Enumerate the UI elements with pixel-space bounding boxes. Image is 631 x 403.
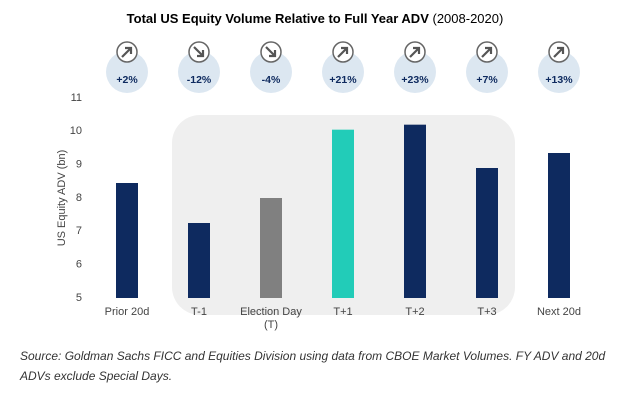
y-tick-label: 10 <box>70 125 82 137</box>
annotation-bubble <box>538 51 580 93</box>
x-tick-label: T+1 <box>333 306 353 318</box>
y-tick-label: 8 <box>76 192 82 204</box>
annotation: +13% <box>545 74 573 86</box>
bar <box>404 124 426 299</box>
chart: Total US Equity Volume Relative to Full … <box>56 11 580 315</box>
bar <box>476 168 498 298</box>
annotation: +21% <box>329 74 357 86</box>
annotation-bubble <box>466 51 508 93</box>
x-tick-label: Next 20d <box>536 306 582 318</box>
y-tick-label: 6 <box>76 259 82 271</box>
annotation: +7% <box>476 74 498 86</box>
bar <box>332 129 354 298</box>
annotation: -4% <box>262 74 281 86</box>
bar <box>260 198 282 298</box>
subtitle: (2008-2020) <box>433 11 504 26</box>
y-tick-label: 11 <box>71 92 82 104</box>
y-tick-label: 5 <box>76 292 82 304</box>
x-tick-label: Prior 20d <box>104 306 150 318</box>
arrow <box>481 46 493 58</box>
arrow <box>337 46 349 58</box>
x-tick-label: Election Day (T) <box>240 306 302 331</box>
arrow <box>409 46 421 58</box>
title: Total US Equity Volume Relative to Full … <box>127 11 430 26</box>
annotation: -12% <box>187 74 212 86</box>
annotation-bubble <box>394 51 436 93</box>
chart-title: Total US Equity Volume Relative to Full … <box>127 11 504 26</box>
source-note: Source: Goldman Sachs FICC and Equities … <box>20 349 606 383</box>
annotation-bubble <box>106 51 148 93</box>
bar <box>188 223 210 298</box>
arrow <box>265 46 277 58</box>
bar <box>548 153 570 298</box>
bar <box>116 183 138 298</box>
annotation-bubble <box>250 51 292 93</box>
x-tick-label: T+3 <box>477 306 497 318</box>
arrow <box>553 46 565 58</box>
arrow <box>121 46 133 58</box>
y-axis-label: US Equity ADV (bn) <box>56 150 68 247</box>
y-tick-label: 9 <box>76 159 82 171</box>
y-tick-label: 7 <box>76 225 82 237</box>
arrow <box>193 46 205 58</box>
annotation: +2% <box>116 74 138 86</box>
annotation-bubble <box>322 51 364 93</box>
annotation-bubble <box>178 51 220 93</box>
x-tick-label: T+2 <box>405 306 425 318</box>
annotation: +23% <box>401 74 429 86</box>
x-tick-label: T-1 <box>191 306 207 318</box>
